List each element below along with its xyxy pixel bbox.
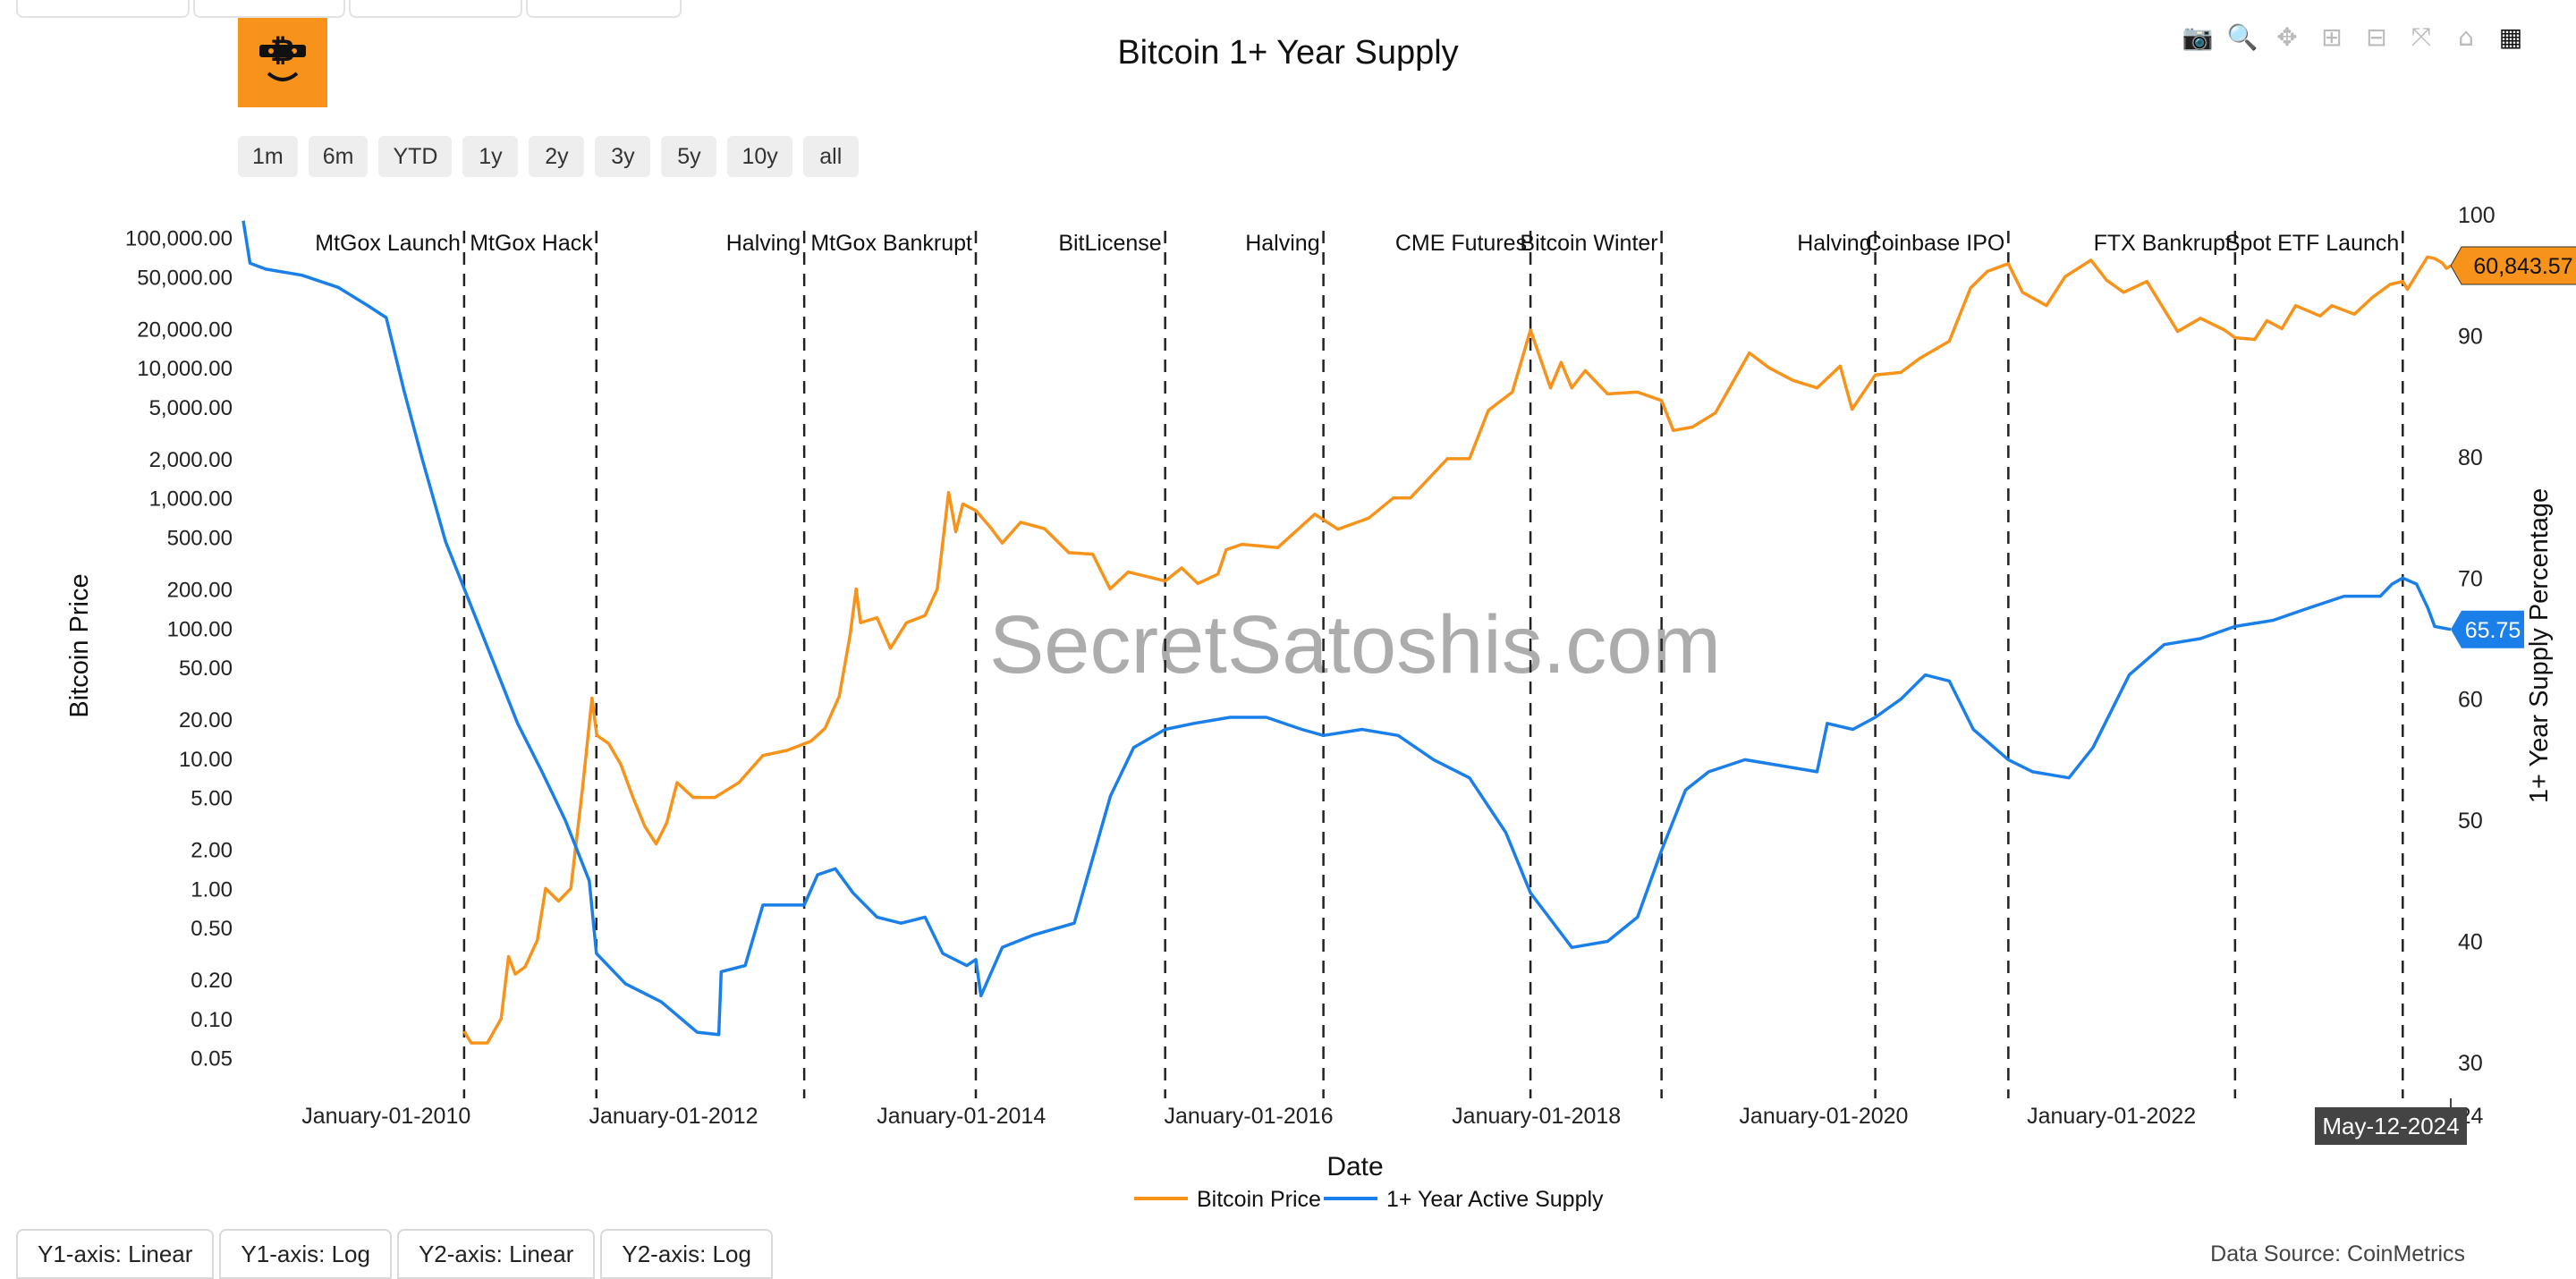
price-hover-box [2450,246,2576,285]
y-tick-label: 50,000.00 [137,266,233,290]
y2-axis-title: 1+ Year Supply Percentage [2525,488,2554,803]
range-button-ytd[interactable]: YTD [378,136,453,177]
pan-icon[interactable]: ✥ [2276,21,2298,52]
top-tab-1[interactable] [16,0,190,18]
range-button-1m[interactable]: 1m [238,136,298,177]
y-tick-label: 1,000.00 [149,487,233,512]
camera-icon[interactable]: 📷 [2182,21,2214,52]
axis-scale-button-3[interactable]: Y2-axis: Linear [396,1229,596,1279]
legend-label: 1+ Year Active Supply [1386,1187,1604,1212]
zoom-icon[interactable]: 🔍 [2226,21,2258,52]
top-tab-4[interactable] [526,0,682,18]
event-label: CME Futures [1395,231,1527,256]
price-line [462,255,2452,1045]
y-tick-label: 100.00 [167,617,233,641]
y2-tick-label: 100 [2458,203,2496,228]
axis-scale-buttons: Y1-axis: Linear Y1-axis: Log Y2-axis: Line… [16,1229,773,1279]
zoom-in-icon[interactable]: ⊞ [2321,21,2343,52]
y-tick-label: 10.00 [179,748,233,772]
y-tick-label: 2,000.00 [149,448,233,472]
range-button-2y[interactable]: 2y [529,136,585,177]
axis-scale-button-2[interactable]: Y1-axis: Log [219,1229,392,1279]
plotly-logo-icon[interactable]: ▦ [2498,21,2523,52]
axis-scale-button-4[interactable]: Y2-axis: Log [600,1229,773,1279]
range-button-6m[interactable]: 6m [308,136,369,177]
x-tick-label: January-01-2010 [301,1104,470,1129]
range-button-1y[interactable]: 1y [462,136,519,177]
y2-tick-label: 40 [2458,930,2483,955]
y-tick-label: 5.00 [191,787,233,811]
data-source: Data Source: CoinMetrics [2210,1241,2465,1266]
price-hover-value: 60,843.57 [2473,254,2572,279]
zoom-out-icon[interactable]: ⊟ [2366,21,2387,52]
supply-hover-value: 65.75 [2465,618,2521,643]
modebar: 📷 🔍 ✥ ⊞ ⊟ ⤧ ⌂ ▦ [2182,21,2526,52]
y-tick-label: 0.05 [191,1047,233,1071]
y-tick-label: 0.10 [191,1008,233,1032]
top-tab-3[interactable] [349,0,522,18]
x-hover-box [2315,1107,2467,1145]
logo: ₿ [238,18,327,107]
event-label: Bitcoin Winter [1520,231,1657,256]
event-label: Halving [726,231,801,256]
y-tick-label: 1.00 [191,877,233,902]
y2-tick-label: 30 [2458,1051,2483,1076]
y2-tick-label: 80 [2458,445,2483,470]
x-tick-label: January-01-2012 [589,1104,758,1129]
top-tab-2[interactable] [193,0,345,18]
legend-label: Bitcoin Price [1197,1187,1321,1212]
event-label: MtGox Launch [315,231,461,256]
y-tick-label: 10,000.00 [137,357,233,381]
event-label: MtGox Hack [470,231,593,256]
y-axis-title: Bitcoin Price [65,573,94,717]
event-label: Spot ETF Launch [2225,231,2400,256]
y-tick-label: 0.20 [191,969,233,993]
watermark: SecretSatoshis.com [989,599,1721,690]
x-hover-label: May-12-2024 [2322,1113,2459,1139]
y-tick-label: 5,000.00 [149,396,233,420]
svg-text:₿: ₿ [270,33,295,69]
y2-tick-label: 70 [2458,566,2483,591]
event-label: Halving [1797,231,1871,256]
x-tick-label: January-01-2016 [1164,1104,1333,1129]
event-label: FTX Bankrupt [2094,231,2232,256]
y-tick-label: 0.50 [191,917,233,941]
event-label: Coinbase IPO [1866,231,2005,256]
y2-tick-label: 90 [2458,324,2483,349]
range-button-all[interactable]: all [802,136,859,177]
y-tick-label: 20,000.00 [137,318,233,342]
y2-tick-label: 50 [2458,809,2483,834]
range-button-10y[interactable]: 10y [727,136,792,177]
y-tick-label: 2.00 [191,839,233,863]
range-button-3y[interactable]: 3y [595,136,651,177]
y-tick-label: 100,000.00 [125,227,233,251]
supply-hover-box [2451,610,2524,648]
y-tick-label: 200.00 [167,578,233,602]
x-tick-label: January-01-2020 [1739,1104,1908,1129]
axis-scale-button-1[interactable]: Y1-axis: Linear [16,1229,215,1279]
y2-tick-label: 60 [2458,688,2483,713]
event-label: Halving [1245,231,1319,256]
x-tick-label: January-01-2018 [1452,1104,1621,1129]
reset-axes-icon[interactable]: ⌂ [2458,21,2474,52]
range-selector: 1m 6m YTD 1y 2y 3y 5y 10y all [238,136,859,177]
event-label: BitLicense [1058,231,1161,256]
autoscale-icon[interactable]: ⤧ [2411,21,2432,51]
x-tick-label: January-01-2014 [877,1104,1046,1129]
chart-title: Bitcoin 1+ Year Supply [1117,34,1459,72]
range-button-5y[interactable]: 5y [661,136,717,177]
x-tick-label: January-01-2022 [2027,1104,2196,1129]
supply-line [242,220,2452,1037]
y-tick-label: 20.00 [179,708,233,733]
bitcoin-mask-icon: ₿ [259,33,306,81]
x-axis-title: Date [1326,1152,1383,1182]
y-tick-label: 50.00 [179,656,233,681]
y-tick-label: 500.00 [167,527,233,551]
event-label: MtGox Bankrupt [810,231,972,256]
